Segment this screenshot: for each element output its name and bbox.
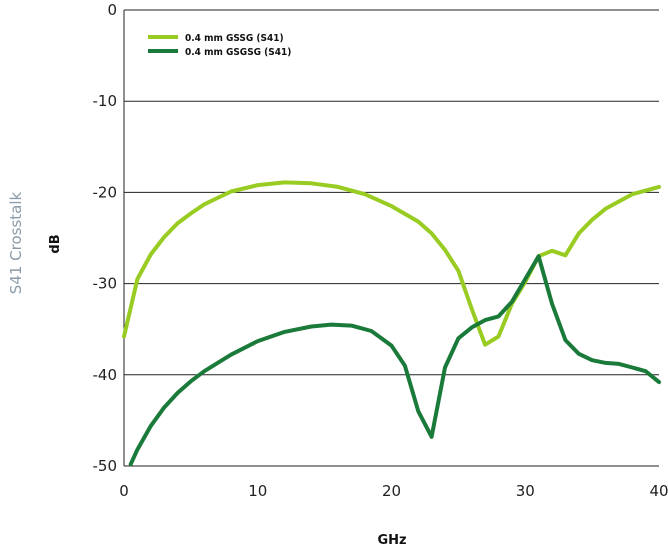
y-axis-title: dB (48, 234, 63, 253)
x-tick-label: 30 (516, 482, 535, 500)
y-tick-label: -10 (93, 92, 118, 110)
x-tick-labels: 0 10 20 30 40 (119, 482, 668, 500)
series-line-2 (128, 254, 661, 467)
side-title: S41 Crosstalk (7, 191, 25, 294)
x-tick-label: 0 (119, 482, 129, 500)
x-tick-label: 40 (649, 482, 668, 500)
legend-label-series-1: 0.4 mm GSSG (S41) (185, 33, 284, 44)
y-tick-labels: 0 -10 -20 -30 -40 -50 (93, 1, 118, 475)
y-tick-label: 0 (107, 1, 117, 19)
y-tick-label: -40 (93, 366, 118, 384)
x-tick-label: 10 (248, 482, 267, 500)
y-tick-label: -30 (93, 275, 118, 293)
legend-label-series-2: 0.4 mm GSGSG (S41) (185, 47, 291, 58)
x-tick-label: 20 (382, 482, 401, 500)
series-layer (122, 180, 661, 467)
y-tick-label: -20 (93, 183, 118, 201)
legend: 0.4 mm GSSG (S41) 0.4 mm GSGSG (S41) (148, 33, 291, 58)
y-tick-label: -50 (93, 457, 118, 475)
gridlines (124, 9, 659, 467)
series-line-1 (122, 180, 661, 347)
x-axis-title: GHz (377, 533, 406, 548)
